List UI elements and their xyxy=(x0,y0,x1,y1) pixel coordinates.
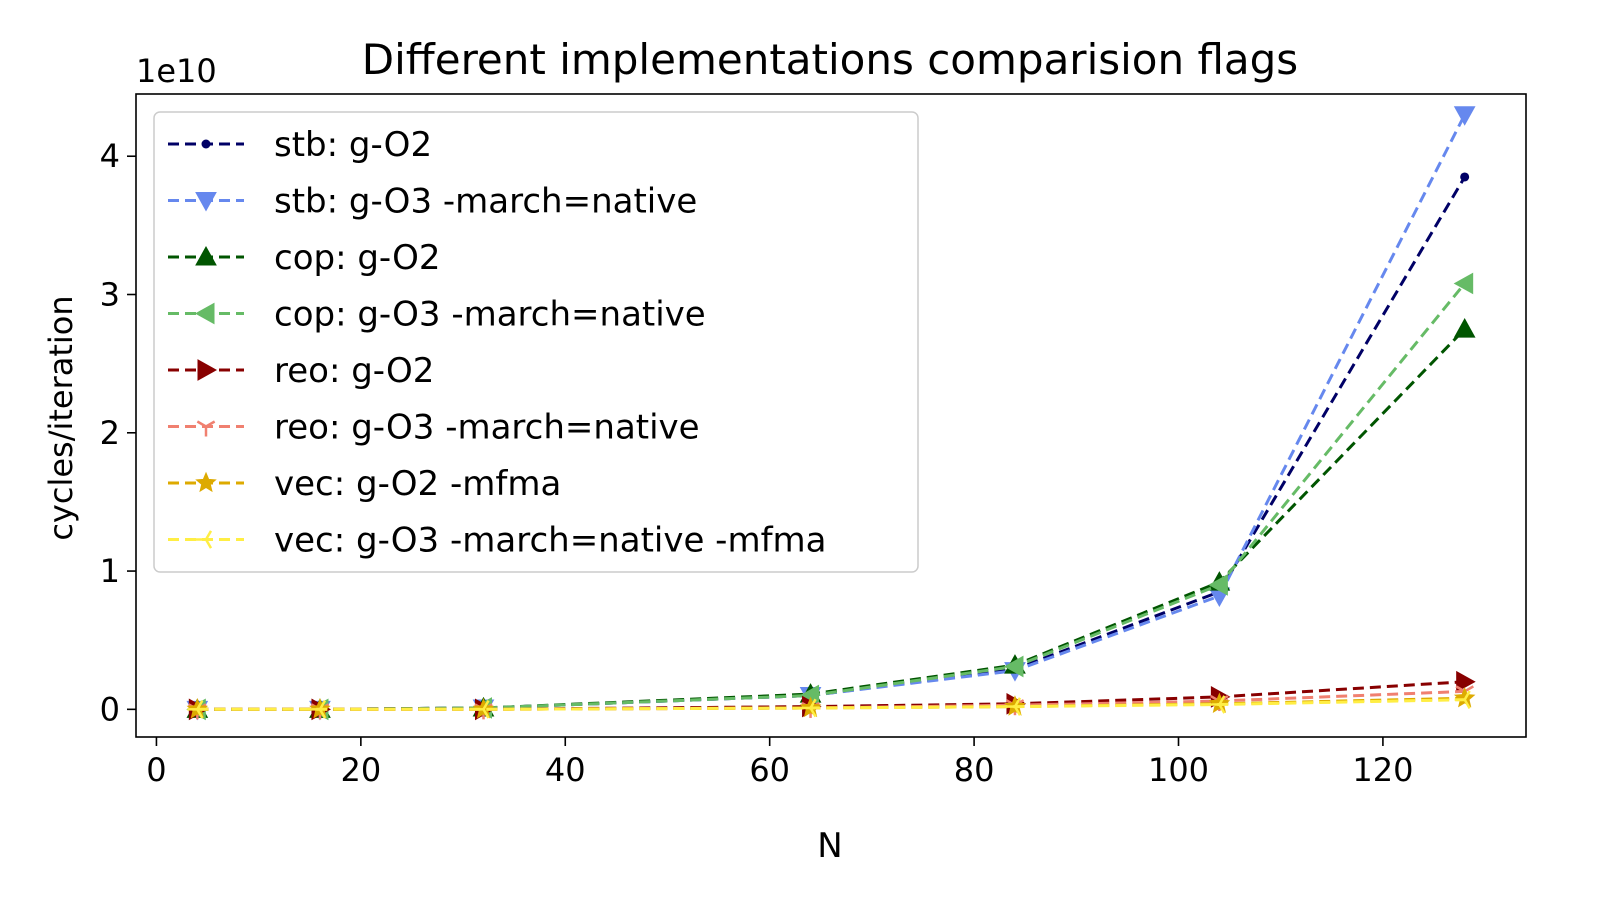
y-scale-label: 1e10 xyxy=(136,52,217,90)
series-line xyxy=(197,680,1465,711)
legend-label: cop: g-O3 -march=native xyxy=(274,295,706,335)
legend-item: cop: g-O2 xyxy=(168,238,441,278)
data-point xyxy=(473,700,490,719)
series-5 xyxy=(188,670,1476,721)
legend-label: reo: g-O2 xyxy=(274,351,434,391)
x-tick-label: 80 xyxy=(954,751,995,789)
legend-marker xyxy=(194,302,215,325)
data-point xyxy=(1208,574,1228,596)
y-tick-label: 2 xyxy=(100,414,120,452)
y-tick-label: 0 xyxy=(100,690,120,728)
legend-item: reo: g-O3 -march=native xyxy=(168,408,700,448)
chart-title: Different implementations comparision fl… xyxy=(362,35,1298,84)
legend-item: cop: g-O3 -march=native xyxy=(168,295,706,335)
legend-marker xyxy=(197,359,218,381)
legend: stb: g-O2 stb: g-O3 -march=native cop: g-O… xyxy=(153,111,919,573)
y-tick-label: 4 xyxy=(100,137,120,175)
data-point xyxy=(1454,690,1471,709)
data-point xyxy=(1004,697,1022,716)
data-point xyxy=(1003,655,1024,678)
legend-label: stb: g-O2 xyxy=(274,125,432,165)
legend-item: reo: g-O2 xyxy=(168,351,434,391)
series-8 xyxy=(187,690,1471,719)
legend-box xyxy=(153,111,919,573)
data-point xyxy=(1453,318,1476,338)
legend-marker xyxy=(196,530,213,549)
legend-label: stb: g-O3 -march=native xyxy=(274,182,697,222)
legend-item: stb: g-O3 -march=native xyxy=(168,182,697,222)
legend-item: vec: g-O2 -mfma xyxy=(168,464,561,504)
legend-marker xyxy=(195,245,217,266)
x-tick-label: 20 xyxy=(340,751,381,789)
y-tick-label: 3 xyxy=(100,276,120,314)
data-point xyxy=(1453,106,1476,126)
data-point xyxy=(1460,172,1470,182)
plot-frame xyxy=(135,93,1527,738)
x-tick-label: 0 xyxy=(146,751,166,789)
y-axis-label: cycles/iteration xyxy=(42,295,80,540)
y-tick-label: 1 xyxy=(100,552,120,590)
x-tick-label: 120 xyxy=(1352,751,1413,789)
x-tick-label: 40 xyxy=(545,751,586,789)
x-axis-label: N xyxy=(817,826,842,866)
legend-label: reo: g-O3 -march=native xyxy=(274,408,700,448)
plot-area: 0 20 40 60 80 100 120 0 1 2 3 4 xyxy=(100,93,1527,789)
legend-label: vec: g-O3 -march=native -mfma xyxy=(274,521,827,561)
data-point xyxy=(1209,695,1226,714)
data-point xyxy=(800,698,817,718)
legend-item: vec: g-O3 -march=native -mfma xyxy=(168,521,827,561)
legend-marker xyxy=(196,420,216,437)
x-tick-label: 100 xyxy=(1148,751,1209,789)
data-point xyxy=(309,700,327,719)
x-tick-label: 60 xyxy=(749,751,790,789)
legend-marker xyxy=(201,139,211,149)
data-point xyxy=(1453,272,1474,295)
legend-label: cop: g-O2 xyxy=(274,238,441,278)
legend-label: vec: g-O2 -mfma xyxy=(274,464,561,504)
legend-marker xyxy=(195,192,217,212)
data-point xyxy=(1456,670,1476,693)
legend-marker xyxy=(195,471,217,493)
data-point xyxy=(187,700,204,719)
legend-item: stb: g-O2 xyxy=(168,125,432,165)
